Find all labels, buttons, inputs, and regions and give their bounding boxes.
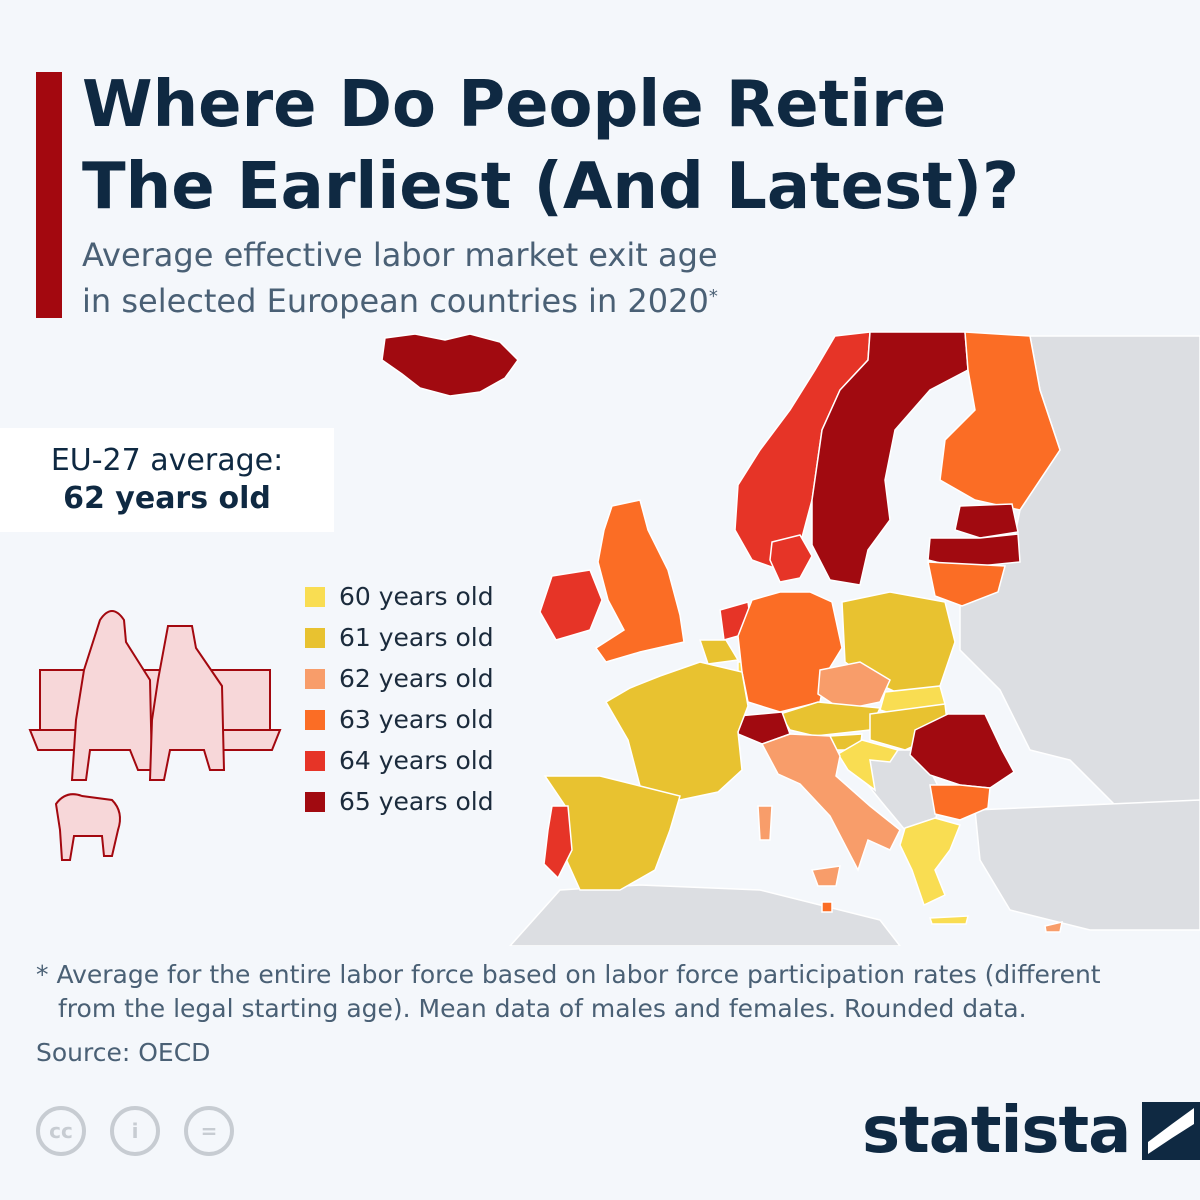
country-malta <box>821 901 833 913</box>
selected-countries <box>381 331 1063 933</box>
title-accent-bar <box>36 72 62 318</box>
statista-mark-icon <box>1142 1102 1200 1160</box>
dog <box>54 793 121 861</box>
subtitle-footnote-marker: * <box>708 286 718 307</box>
legend-swatch <box>305 709 325 730</box>
country-greece-crete <box>928 915 969 925</box>
land-north-africa <box>508 884 901 946</box>
country-united-kingdom <box>594 499 685 663</box>
europe-map <box>0 330 1200 946</box>
source-note: Source: OECD <box>36 1038 211 1067</box>
country-denmark <box>769 534 813 583</box>
subtitle-text: Average effective labor market exit age … <box>82 236 718 320</box>
non-selected-land <box>508 335 1200 946</box>
legend-swatch <box>305 750 325 771</box>
europe-map-svg <box>28 331 1200 946</box>
legend-item: 64 years old <box>305 740 535 781</box>
page-subtitle: Average effective labor market exit age … <box>82 232 1162 324</box>
legend-swatch <box>305 586 325 607</box>
legend-swatch <box>305 668 325 689</box>
legend-swatch <box>305 627 325 648</box>
legend-item: 63 years old <box>305 699 535 740</box>
no-derivatives-icon[interactable]: = <box>184 1106 234 1156</box>
person-right <box>148 625 226 781</box>
footnote-line-2: from the legal starting age). Mean data … <box>58 994 1027 1023</box>
country-portugal <box>543 805 573 880</box>
attribution-icon[interactable]: i <box>110 1106 160 1156</box>
brand-name: statista <box>862 1094 1131 1168</box>
country-finland <box>939 331 1061 511</box>
country-estonia <box>954 503 1019 539</box>
country-sweden <box>811 331 969 586</box>
country-france <box>604 661 749 801</box>
legend-label: 63 years old <box>339 705 494 734</box>
retirees-on-bench-with-dog-icon <box>28 610 282 861</box>
page-title: Where Do People Retire The Earliest (And… <box>82 68 1020 224</box>
legend-item: 60 years old <box>305 576 535 617</box>
country-romania <box>909 713 1015 789</box>
country-italy <box>760 733 901 872</box>
legend-label: 65 years old <box>339 787 494 816</box>
legend-label: 60 years old <box>339 582 494 611</box>
eu-average-value: 62 years old <box>63 481 271 516</box>
license-icons: cc i = <box>36 1106 234 1156</box>
country-lithuania <box>927 561 1006 607</box>
land-turkey <box>974 799 1200 931</box>
person-left <box>70 610 154 781</box>
country-italy-sardinia <box>757 805 773 841</box>
country-latvia <box>927 533 1021 569</box>
footnote-line-1: * Average for the entire labor force bas… <box>36 960 1101 989</box>
legend-swatch <box>305 791 325 812</box>
statista-logo: statista <box>862 1096 1200 1166</box>
legend-item: 61 years old <box>305 617 535 658</box>
footnote: * Average for the entire labor force bas… <box>36 958 1176 1026</box>
legend-item: 62 years old <box>305 658 535 699</box>
cc-icon[interactable]: cc <box>36 1106 86 1156</box>
eu-average-label: EU-27 average: <box>50 443 284 478</box>
country-cyprus <box>1044 921 1063 933</box>
country-belgium <box>698 639 740 665</box>
legend-label: 62 years old <box>339 664 494 693</box>
country-ireland <box>539 569 603 641</box>
eu-average-box: EU-27 average: 62 years old <box>0 428 334 532</box>
country-czech-republic <box>817 661 891 711</box>
legend-label: 64 years old <box>339 746 494 775</box>
country-italy-sicily <box>810 865 841 887</box>
country-greece <box>899 817 962 907</box>
country-bulgaria <box>929 784 991 821</box>
legend-label: 61 years old <box>339 623 494 652</box>
legend-item: 65 years old <box>305 781 535 822</box>
map-legend: 60 years old 61 years old 62 years old 63 y… <box>305 576 535 822</box>
country-iceland <box>381 333 519 397</box>
